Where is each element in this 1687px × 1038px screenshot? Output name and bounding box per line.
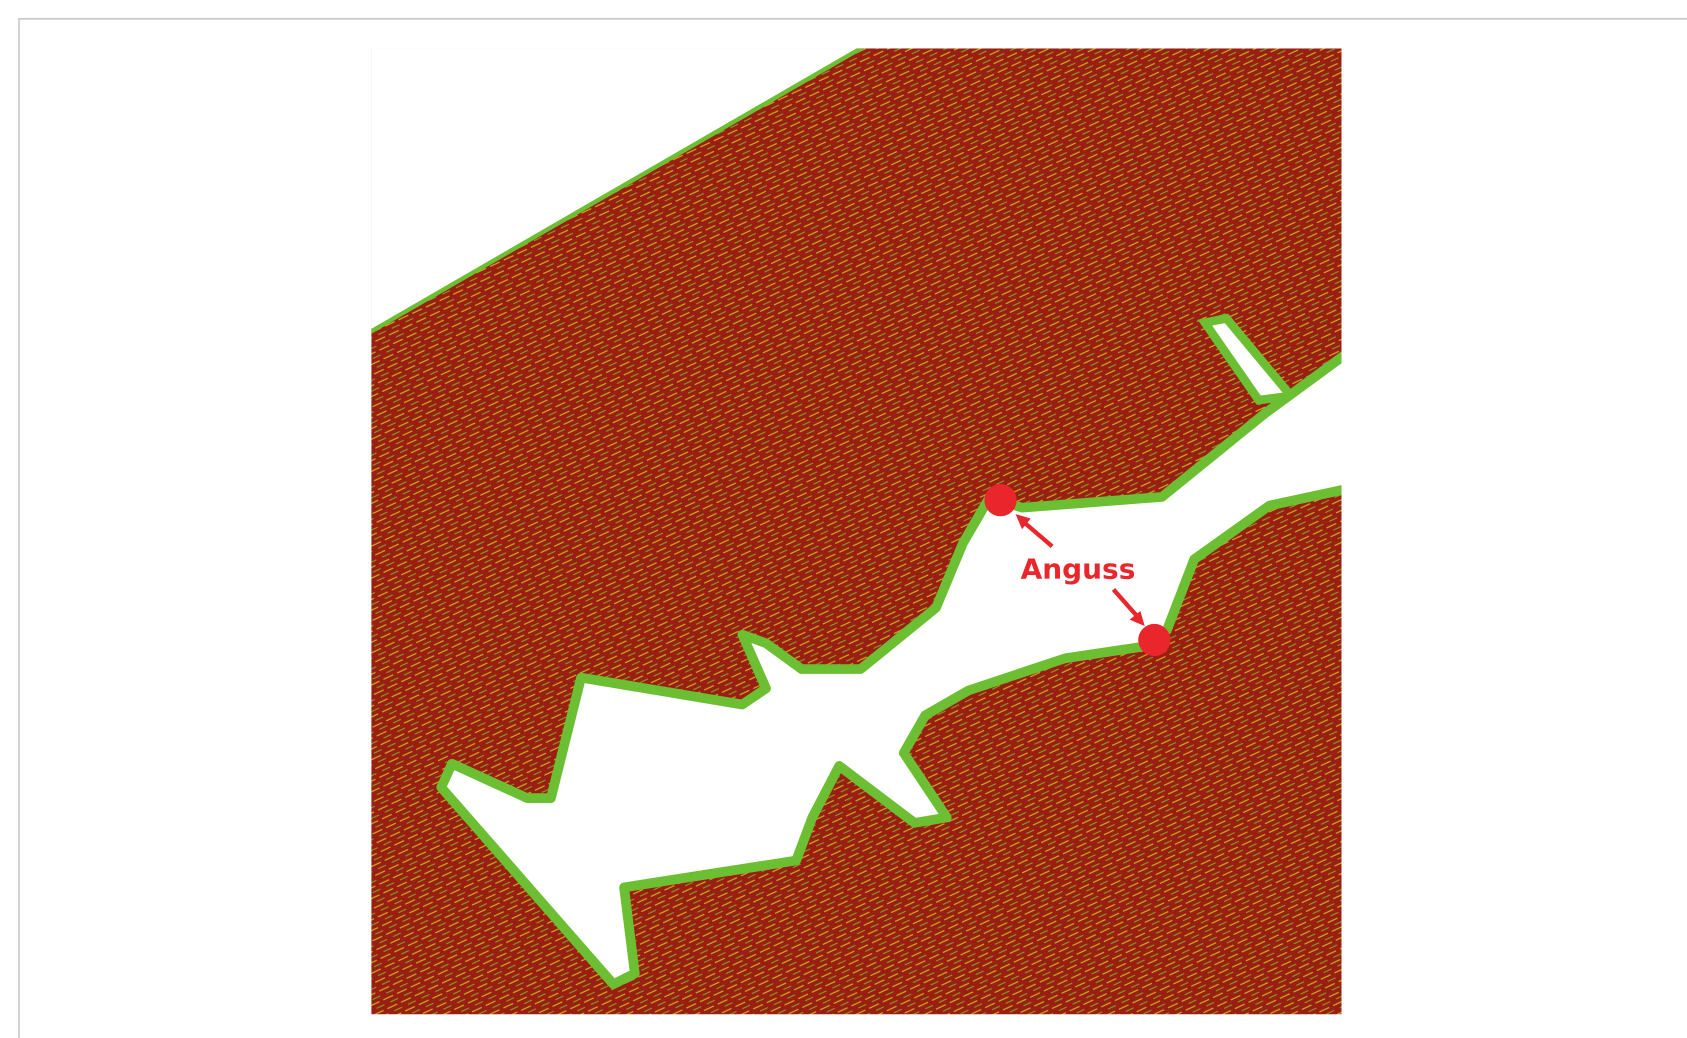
page: {"annotation": {"label": "Anguss"}} Angu… bbox=[0, 0, 1687, 1038]
annotation-label: Anguss bbox=[1021, 553, 1136, 586]
figure: Anguss bbox=[0, 0, 1687, 1038]
simulation-image bbox=[366, 43, 1356, 1014]
gate-point bbox=[984, 484, 1016, 516]
gate-point bbox=[1138, 624, 1170, 656]
